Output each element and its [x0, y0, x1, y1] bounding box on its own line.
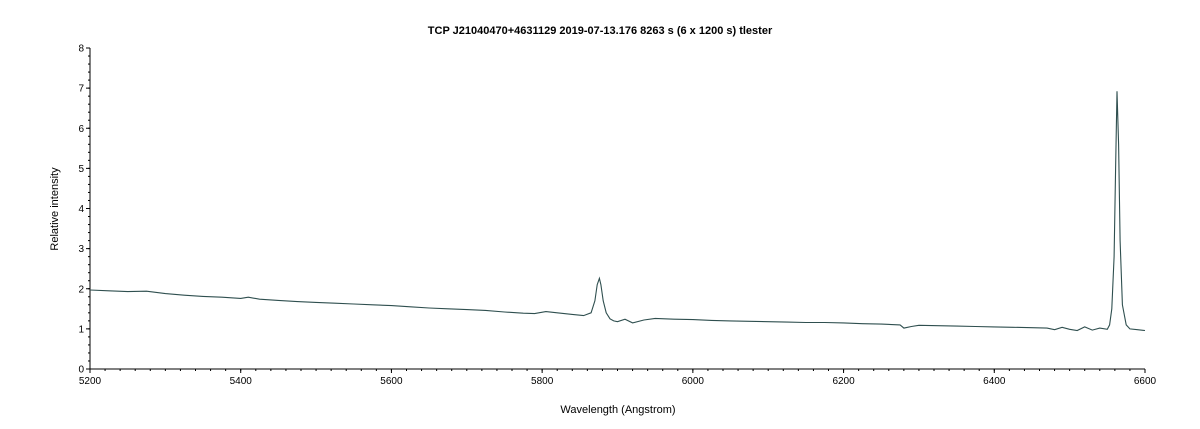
- y-tick-label: 6: [78, 124, 84, 135]
- x-axis-label: Wavelength (Angstrom): [560, 404, 675, 416]
- x-tick-label: 6600: [1134, 376, 1157, 387]
- y-tick-label: 1: [78, 324, 84, 335]
- x-tick-label: 5400: [230, 376, 253, 387]
- x-tick-label: 5800: [531, 376, 554, 387]
- y-tick-label: 0: [78, 365, 84, 376]
- x-tick-label: 6400: [983, 376, 1006, 387]
- x-tick-label: 6200: [832, 376, 855, 387]
- x-axis: 5200 5400 5600 5800 6000 6200 6400 6600: [79, 368, 1157, 387]
- y-axis: 0 1 2 3 4 5 6 7 8: [78, 44, 91, 376]
- x-tick-label: 5200: [79, 376, 102, 387]
- y-tick-label: 5: [78, 164, 84, 175]
- y-tick-label: 2: [78, 284, 84, 295]
- y-axis-label: Relative intensity: [49, 167, 61, 251]
- y-tick-label: 8: [78, 44, 84, 55]
- plot-area: [89, 91, 1146, 332]
- spectrum-line: [89, 91, 1146, 332]
- chart-title: TCP J21040470+4631129 2019-07-13.176 826…: [428, 25, 773, 37]
- x-tick-label: 5600: [380, 376, 403, 387]
- y-tick-label: 4: [78, 204, 84, 215]
- y-tick-label: 3: [78, 244, 84, 255]
- y-tick-label: 7: [78, 84, 84, 95]
- x-tick-label: 6000: [682, 376, 705, 387]
